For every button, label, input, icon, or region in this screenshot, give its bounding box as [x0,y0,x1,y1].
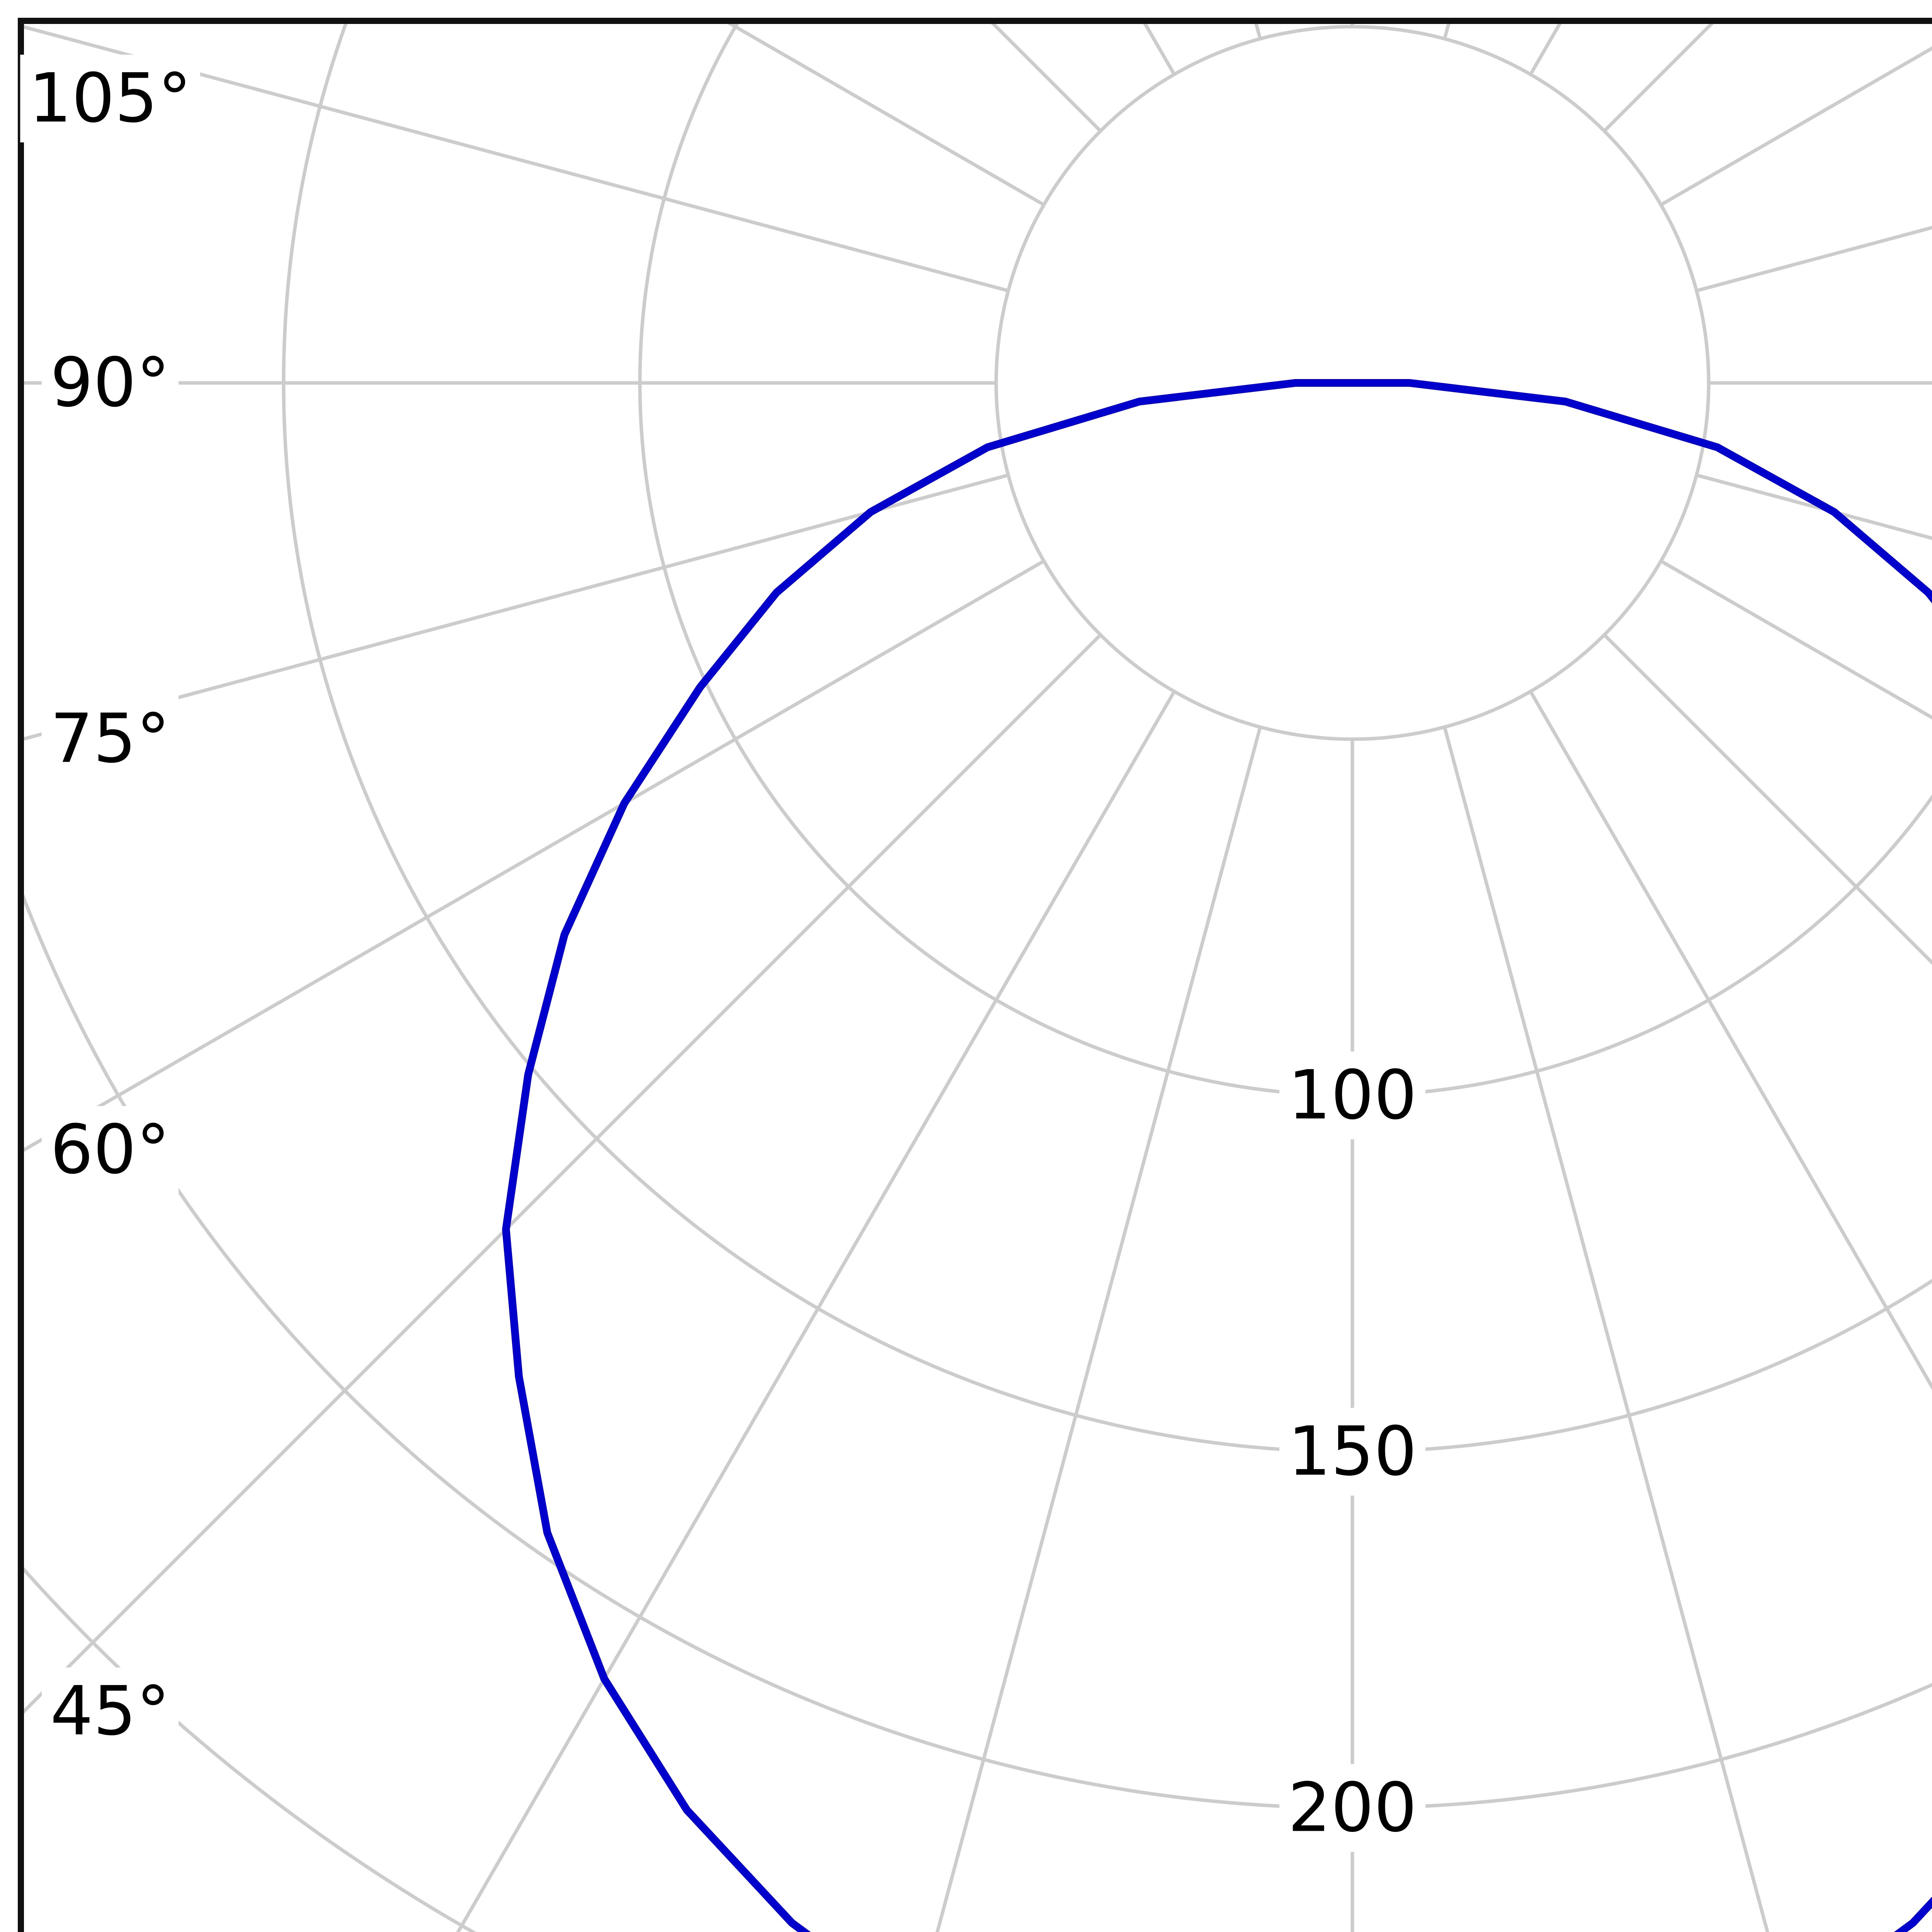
radius-label: 200 [1279,1764,1426,1852]
grid-ray [1660,560,1932,720]
series-curves [502,379,1932,1932]
grid-ray [1603,633,1932,965]
axis-labels: 1001502000°15°15°30°30°45°45°60°60°75°75… [20,54,1426,1852]
grid-ray [24,473,1009,741]
grid-ray [456,690,1176,1932]
radius-label: 150 [1279,1408,1426,1496]
angle-label: 105° [20,54,200,143]
curve-c90-c270 [502,379,1932,1932]
grid-ray [1696,473,1932,540]
grid-ray [1529,690,1932,1391]
svg-text:150: 150 [1288,1413,1417,1491]
grid-ray [24,560,1045,1152]
grid-ray [1529,24,1562,75]
grid-ray [1696,226,1932,293]
grid-ray [24,25,1009,293]
grid-ray [24,633,1102,1714]
curve-c0-c180 [502,379,1932,1932]
svg-text:105°: 105° [29,60,192,138]
svg-text:90°: 90° [50,344,170,422]
angle-label: 75° [41,695,179,783]
angle-label: 90° [41,339,179,427]
angle-label: 45° [41,1667,179,1755]
svg-text:45°: 45° [50,1672,170,1751]
svg-text:100: 100 [1288,1056,1417,1135]
svg-text:75°: 75° [50,700,170,778]
angle-label: 60° [41,1106,179,1194]
plot-border [18,18,1932,1932]
svg-text:60°: 60° [50,1111,170,1189]
grid-ray [1443,726,1769,1932]
radius-label: 100 [1279,1051,1426,1139]
svg-text:200: 200 [1288,1769,1417,1847]
grid-ray [935,726,1262,1932]
grid-ray [1660,46,1932,206]
